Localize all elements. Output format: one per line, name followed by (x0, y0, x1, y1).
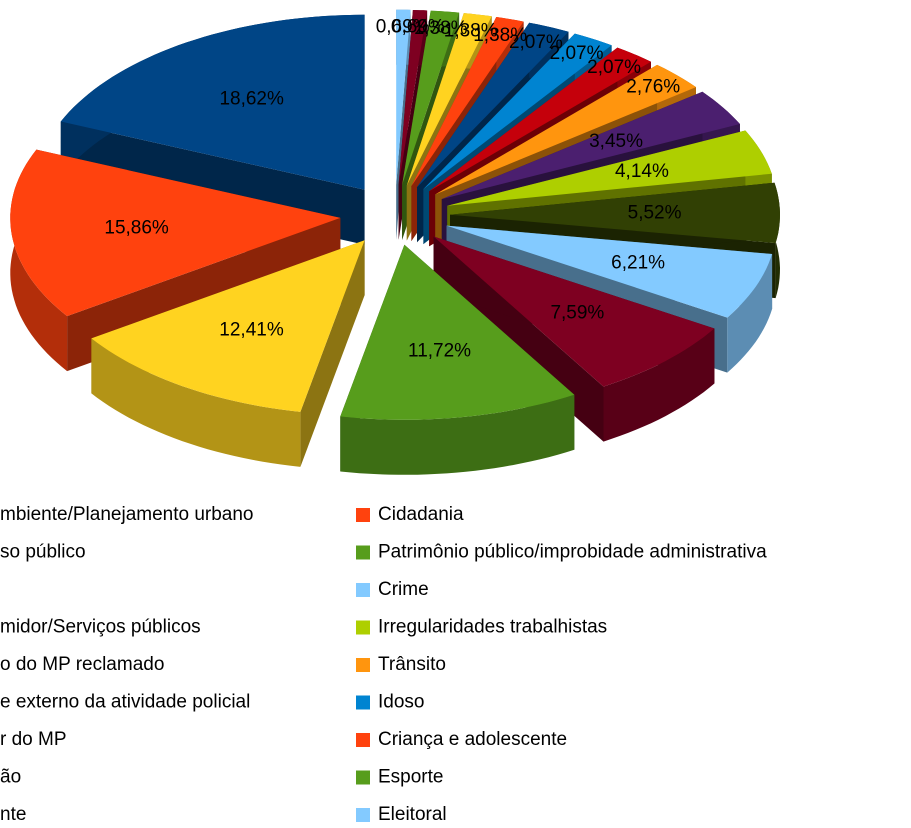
slice (340, 244, 575, 420)
slice (417, 22, 569, 188)
legend-label: nte (0, 804, 26, 825)
data-label: 1,38% (414, 18, 468, 39)
data-label: 0,69% (391, 17, 445, 38)
legend-swatch (356, 545, 370, 560)
slice (450, 182, 780, 244)
legend-swatch (356, 508, 370, 522)
legend-label: e externo da atividade policial (0, 692, 250, 713)
slice-group (340, 244, 575, 475)
data-label: 2,07% (550, 43, 604, 64)
slice-wall (340, 394, 575, 475)
legend-swatch (356, 620, 370, 635)
slice-wall (603, 328, 715, 442)
legend-label: Irregularidades trabalhistas (378, 617, 607, 638)
slice-wall (727, 254, 773, 373)
legend: mbiente/Planejamento urbano Cidadania so p… (0, 504, 767, 825)
legend-label: o do MP reclamado (0, 654, 164, 675)
legend-label: Esporte (378, 767, 443, 788)
data-label: 11,72% (408, 341, 471, 362)
slice (423, 33, 612, 190)
data-label: 1,38% (444, 21, 498, 42)
slice-wall (91, 338, 301, 467)
legend-swatch (356, 770, 370, 785)
data-label: 15,86% (104, 217, 169, 238)
slice (441, 91, 740, 200)
data-label: 4,14% (615, 161, 669, 182)
data-label: 2,76% (626, 76, 680, 97)
legend-label: mbiente/Planejamento urbano (0, 504, 254, 525)
slice (433, 236, 715, 387)
slice (10, 149, 341, 317)
data-label: 2,07% (509, 32, 563, 53)
slice (429, 47, 651, 192)
legend-label: Trânsito (378, 654, 446, 675)
legend-label: Idoso (378, 692, 424, 713)
data-label: 0,69% (376, 16, 430, 37)
legend-label: Patrimônio público/improbidade administr… (378, 542, 767, 563)
legend-label: ão (0, 767, 21, 788)
legend-label: midor/Serviços públicos (0, 617, 201, 638)
slice (406, 13, 492, 186)
slice (402, 10, 460, 186)
slice (447, 130, 772, 206)
legend-label: so público (0, 542, 86, 563)
slice-group (10, 149, 341, 372)
slice (91, 240, 365, 412)
slice (396, 9, 411, 185)
legend-label: r do MP (0, 729, 67, 750)
data-label: 7,59% (550, 303, 604, 324)
data-label: 3,45% (589, 131, 643, 152)
legend-swatch (356, 658, 370, 672)
legend-label: Crime (378, 579, 429, 600)
legend-swatch (356, 808, 370, 822)
data-label: 1,38% (473, 25, 527, 46)
slice (398, 10, 428, 185)
slice (60, 14, 365, 190)
slice-group (91, 240, 365, 467)
data-label: 12,41% (219, 320, 284, 341)
slice-side (300, 240, 365, 467)
data-label: 6,21% (611, 253, 665, 274)
legend-label: Cidadania (378, 504, 464, 525)
data-label: 5,52% (628, 203, 682, 224)
pie (10, 9, 780, 475)
slice (411, 17, 524, 187)
legend-label: Eleitoral (378, 804, 447, 825)
legend-swatch (356, 695, 370, 710)
legend-swatch (356, 733, 370, 747)
slice (446, 225, 773, 318)
data-label: 2,07% (587, 57, 641, 78)
legend-swatch (356, 583, 370, 597)
legend-label: Criança e adolescente (378, 729, 567, 750)
data-label: 18,62% (219, 88, 284, 109)
slice (435, 64, 696, 195)
